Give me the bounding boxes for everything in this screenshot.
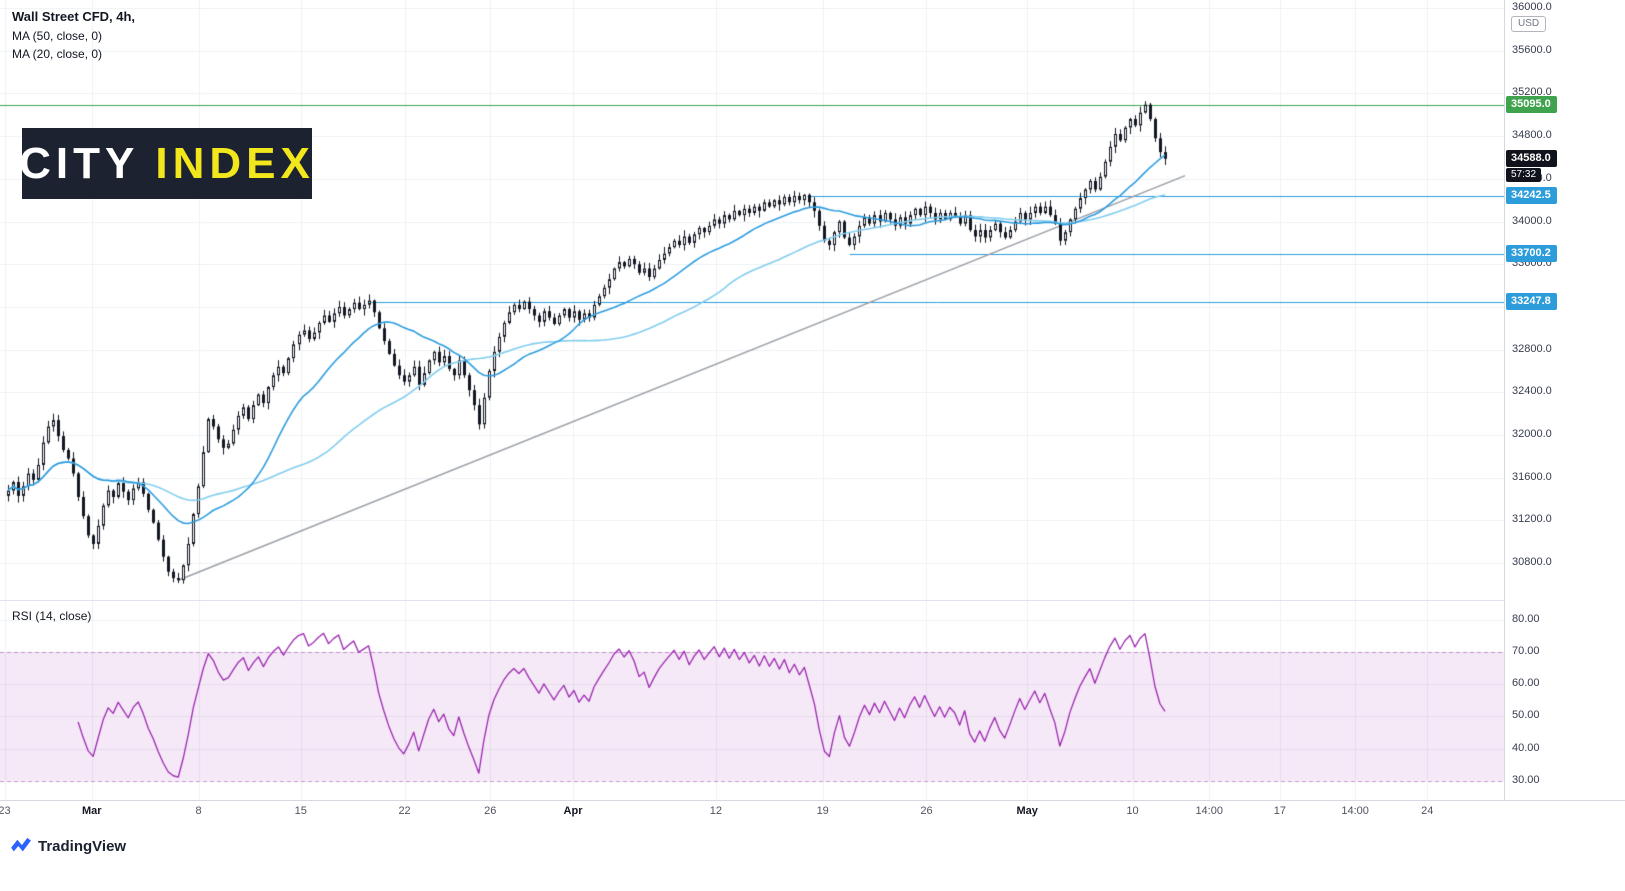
rsi-tick-label: 70.00 — [1512, 645, 1540, 658]
rsi-tick-label: 80.00 — [1512, 613, 1540, 626]
time-tick-label: Mar — [81, 805, 102, 817]
tradingview-logo[interactable]: TradingView — [10, 837, 126, 855]
ma50-legend[interactable]: MA (50, close, 0) — [12, 29, 103, 43]
price-level-badge: 34242.5 — [1506, 186, 1557, 204]
time-tick-label: 23 — [0, 805, 11, 817]
rsi-tick-label: 40.00 — [1512, 741, 1540, 754]
ma20-legend[interactable]: MA (20, close, 0) — [12, 47, 103, 61]
price-tick-label: 35600.0 — [1512, 43, 1552, 56]
time-tick-label: 12 — [709, 805, 723, 817]
price-level-badge: 33700.2 — [1506, 244, 1557, 262]
time-tick-label: 26 — [920, 805, 933, 817]
price-tick-label: 32800.0 — [1512, 342, 1552, 355]
current-price-value: 34588.0 — [1506, 149, 1557, 167]
price-tick-label: 30800.0 — [1512, 556, 1552, 569]
city-index-logo: CITY INDEX — [19, 128, 315, 199]
rsi-tick-label: 30.00 — [1512, 773, 1540, 786]
logo-city-text: CITY — [19, 138, 140, 188]
time-tick-label: 19 — [816, 805, 829, 817]
chart-canvas[interactable] — [0, 0, 1504, 822]
price-tick-label: 31600.0 — [1512, 470, 1552, 483]
tradingview-wordmark: TradingView — [38, 837, 127, 855]
currency-badge: USD — [1511, 16, 1547, 32]
price-level-badge: 33247.8 — [1506, 292, 1557, 310]
price-tick-label: 32400.0 — [1512, 385, 1552, 398]
chart-legend: Wall Street CFD, 4h, MA (50, close, 0) M… — [12, 9, 135, 65]
bar-countdown: 57:32 — [1506, 167, 1542, 182]
price-tick-label: 31200.0 — [1512, 513, 1552, 526]
time-tick-label: 14:00 — [1341, 805, 1369, 817]
time-tick-label: 15 — [294, 805, 307, 817]
pane-divider[interactable] — [0, 600, 1625, 601]
price-tick-label: 34000.0 — [1512, 214, 1552, 227]
time-tick-label: May — [1016, 805, 1038, 817]
logo-index-text: INDEX — [155, 138, 315, 188]
time-tick-label: 8 — [195, 805, 202, 817]
current-price-badge: 34588.0 57:32 — [1506, 149, 1557, 182]
rsi-tick-label: 60.00 — [1512, 677, 1540, 690]
rsi-legend[interactable]: RSI (14, close) — [12, 609, 92, 623]
time-tick-label: 10 — [1126, 805, 1139, 817]
price-tick-label: 35200.0 — [1512, 86, 1552, 99]
time-tick-label: 24 — [1421, 805, 1434, 817]
time-tick-label: 26 — [484, 805, 497, 817]
price-tick-label: 32000.0 — [1512, 428, 1552, 441]
time-tick-label: Apr — [563, 805, 583, 817]
time-axis[interactable]: 23 Mar 8 15 22 26 Apr 12 19 26 May 10 14:00 17 14:00 24 — [0, 800, 1625, 825]
symbol-title[interactable]: Wall Street CFD, 4h, — [12, 9, 136, 24]
price-level-badge: 35095.0 — [1506, 95, 1557, 113]
time-tick-label: 17 — [1273, 805, 1287, 817]
price-axis[interactable]: USD 34588.0 57:32 30800.0 31200.0 31600.0 3… — [1504, 0, 1625, 822]
price-tick-label: 34800.0 — [1512, 129, 1552, 142]
tradingview-icon — [10, 837, 32, 855]
price-tick-label: 36000.0 — [1512, 1, 1552, 13]
rsi-tick-label: 50.00 — [1512, 709, 1540, 722]
time-tick-label: 14:00 — [1195, 805, 1223, 817]
time-tick-label: 22 — [398, 805, 411, 817]
